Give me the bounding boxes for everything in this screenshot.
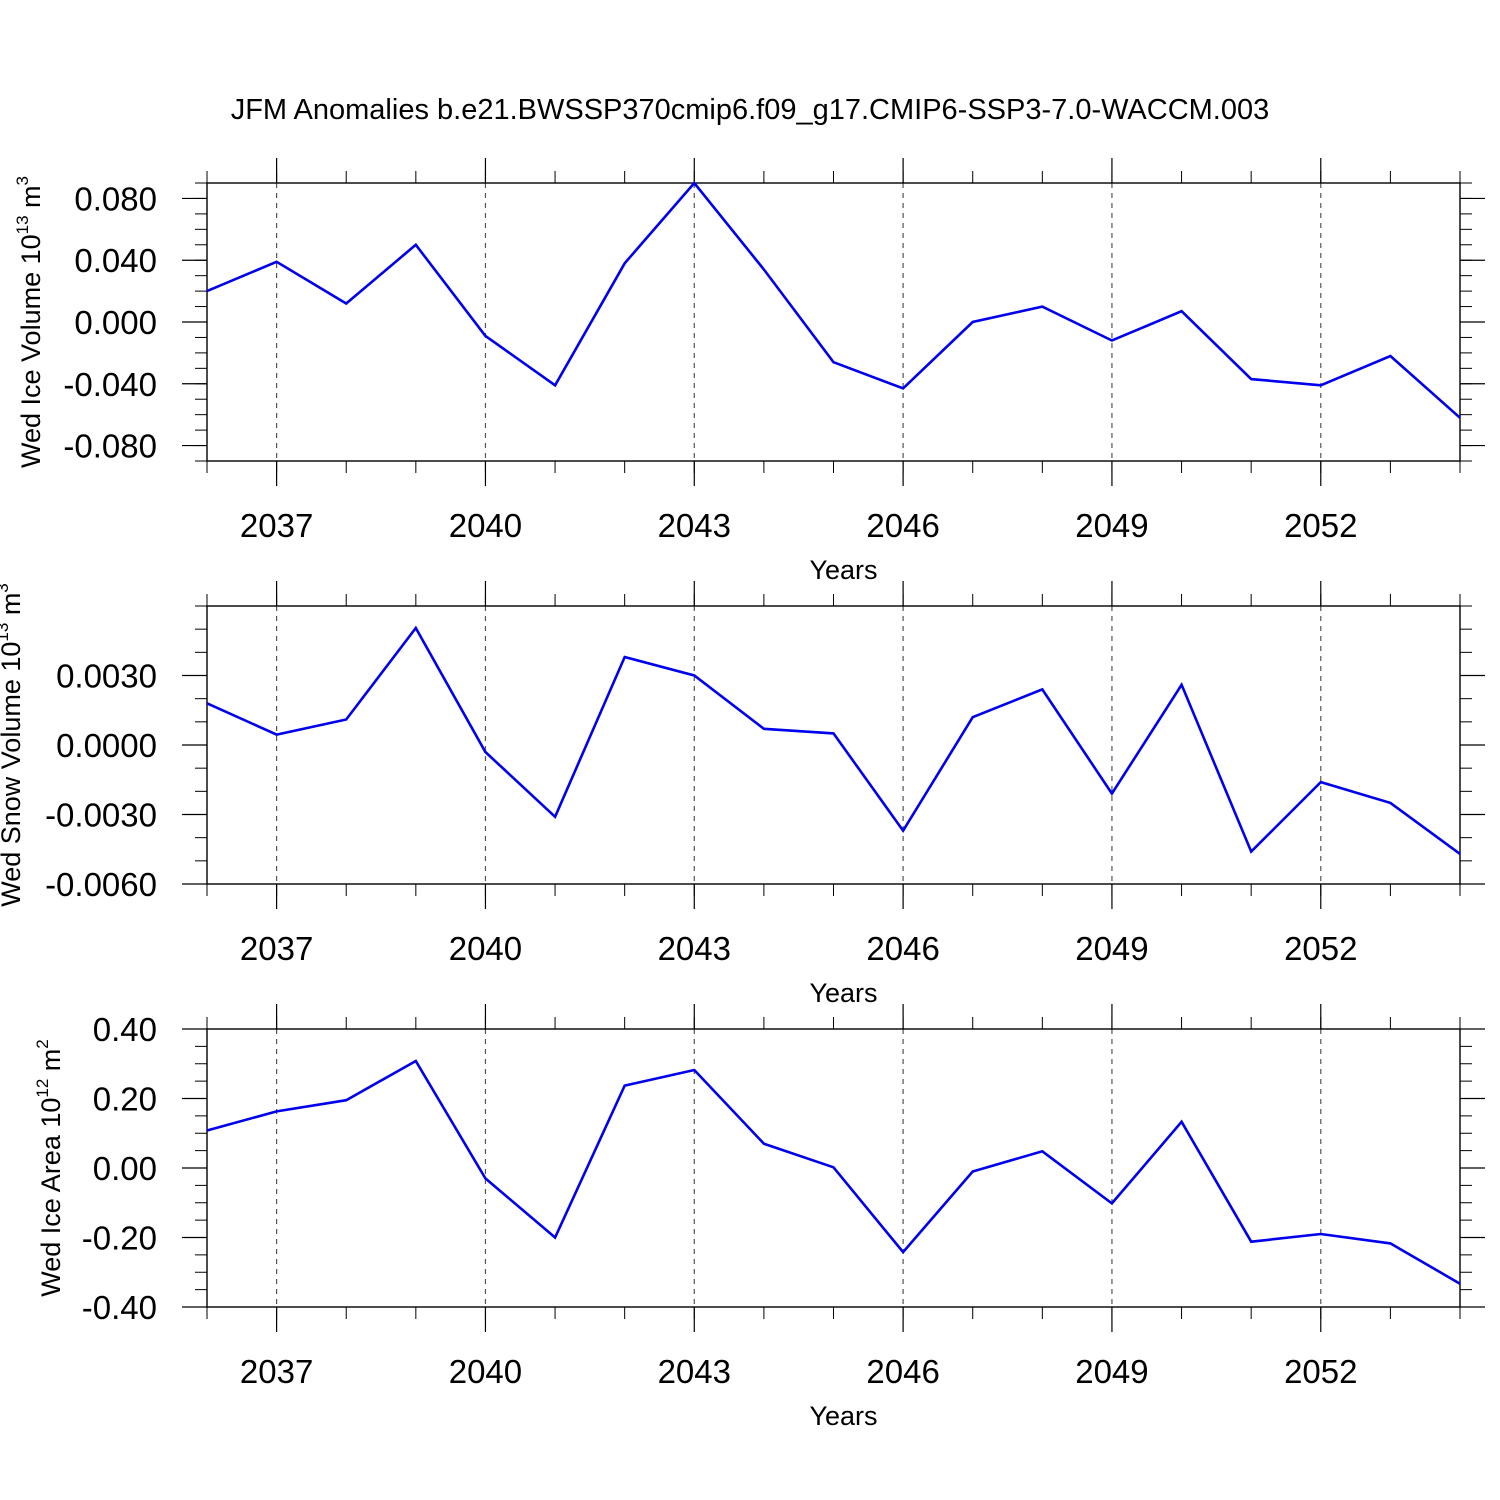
x-tick-label: 2037 xyxy=(240,507,313,544)
y-tick-label: -0.0060 xyxy=(45,866,157,903)
x-tick-label: 2049 xyxy=(1075,930,1148,967)
x-tick-label: 2049 xyxy=(1075,1353,1148,1390)
series-line xyxy=(206,1059,1461,1285)
chart-title: JFM Anomalies b.e21.BWSSP370cmip6.f09_g1… xyxy=(231,94,1270,126)
y-axis-label: Wed Snow Volume 1013 m3 xyxy=(0,583,26,907)
y-axis-label: Wed Ice Volume 1013 m3 xyxy=(13,176,46,468)
y-axis-label: Wed Ice Area 1012 m2 xyxy=(33,1039,66,1297)
y-tick-label: 0.040 xyxy=(74,242,157,279)
y-tick-label: -0.20 xyxy=(82,1220,157,1257)
y-tick-label: -0.040 xyxy=(63,366,157,403)
x-tick-label: 2043 xyxy=(658,507,731,544)
x-tick-label: 2043 xyxy=(658,1353,731,1390)
x-tick-label: 2046 xyxy=(866,1353,939,1390)
y-tick-label: 0.20 xyxy=(93,1081,157,1118)
x-tick-label: 2046 xyxy=(866,507,939,544)
panel-2: -0.0060 -0.0030 0.0000 0.0030 2037 2040 2043 20… xyxy=(0,581,1485,1008)
plot-frame xyxy=(206,1028,1461,1308)
x-tick-label: 2043 xyxy=(658,930,731,967)
x-tick-label: 2052 xyxy=(1284,1353,1357,1390)
x-tick-label: 2052 xyxy=(1284,507,1357,544)
x-axis-label: Years xyxy=(809,978,877,1008)
x-tick-label: 2040 xyxy=(449,1353,522,1390)
y-tick-label: 0.00 xyxy=(93,1150,157,1187)
panel-1: -0.080 -0.040 0.000 0.040 0.080 2037 2040 2043 2… xyxy=(13,158,1485,585)
y-tick-label: 0.080 xyxy=(74,180,157,217)
series-line xyxy=(206,625,1461,855)
plot-frame xyxy=(206,605,1461,885)
y-tick-label: -0.0030 xyxy=(45,797,157,834)
y-tick-label: -0.40 xyxy=(82,1289,157,1326)
x-tick-label: 2040 xyxy=(449,507,522,544)
series-line xyxy=(206,180,1461,419)
x-tick-label: 2046 xyxy=(866,930,939,967)
y-tick-label: 0.40 xyxy=(93,1011,157,1048)
y-tick-label: 0.0000 xyxy=(56,727,157,764)
x-axis-label: Years xyxy=(809,555,877,585)
x-tick-label: 2040 xyxy=(449,930,522,967)
x-tick-label: 2037 xyxy=(240,1353,313,1390)
y-tick-label: -0.080 xyxy=(63,428,157,465)
plot-frame xyxy=(206,182,1461,462)
panel-3: -0.40 -0.20 0.00 0.20 0.40 2037 2040 2043 2046 20… xyxy=(33,1004,1485,1431)
y-tick-label: 0.000 xyxy=(74,304,157,341)
y-tick-label: 0.0030 xyxy=(56,658,157,695)
x-tick-label: 2037 xyxy=(240,930,313,967)
x-tick-label: 2052 xyxy=(1284,930,1357,967)
x-axis-label: Years xyxy=(809,1401,877,1431)
x-tick-label: 2049 xyxy=(1075,507,1148,544)
